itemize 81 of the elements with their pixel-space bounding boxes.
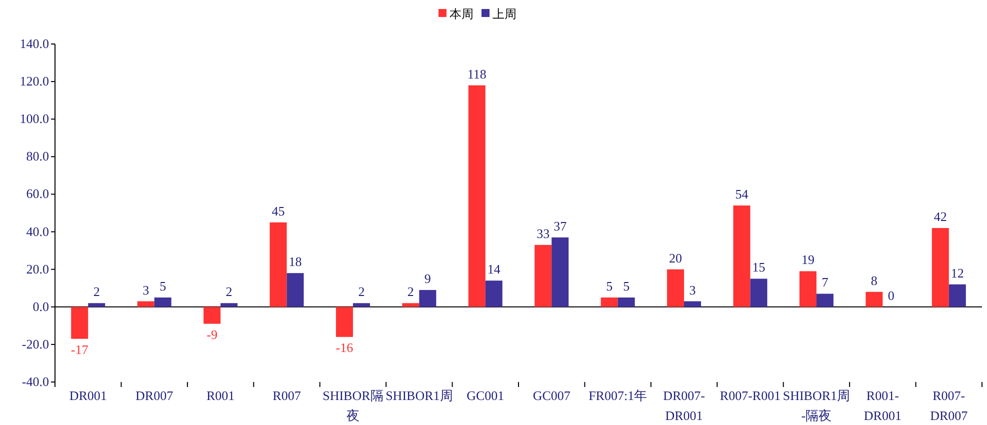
data-label: 118 — [467, 66, 486, 82]
data-label: 2 — [358, 284, 365, 300]
data-label: 5 — [623, 278, 630, 294]
y-tick-label: 40.0 — [26, 224, 49, 239]
y-tick-label: -20.0 — [22, 336, 49, 352]
bar — [286, 273, 304, 307]
data-label: 3 — [689, 282, 696, 298]
y-tick-label: 0.0 — [32, 298, 49, 314]
bar — [667, 269, 684, 307]
data-label: 15 — [752, 260, 766, 275]
data-label: 54 — [735, 186, 749, 202]
x-tick-label: DR007-DR001 — [663, 388, 705, 423]
bar — [352, 303, 370, 307]
bar — [618, 298, 635, 307]
x-tick-label: SHIBOR1周 — [386, 388, 453, 403]
data-label: 14 — [487, 262, 501, 277]
bar — [866, 292, 883, 307]
x-tick-label: FR007:1年 — [588, 388, 648, 403]
data-label: 18 — [288, 254, 302, 270]
data-label: 5 — [160, 278, 166, 294]
bar — [270, 222, 287, 307]
bar — [71, 306, 88, 339]
x-tick-label: GC007 — [532, 388, 571, 403]
bar — [220, 303, 238, 307]
x-tick-label: SHIBOR1周-隔夜 — [782, 388, 850, 423]
y-tick-label: 120.0 — [20, 74, 49, 89]
y-tick-label: 60.0 — [26, 186, 49, 202]
bar — [485, 280, 502, 307]
bar — [402, 303, 420, 307]
y-tick-label: -40.0 — [22, 374, 49, 389]
bar — [88, 303, 106, 307]
x-tick-label: R001 — [206, 388, 235, 403]
data-label: 9 — [424, 270, 431, 286]
data-label: 12 — [950, 265, 964, 280]
bar — [534, 244, 552, 307]
y-tick-label: 100.0 — [20, 111, 49, 126]
bar — [948, 284, 966, 307]
bar — [932, 228, 949, 307]
data-label: 7 — [822, 274, 829, 290]
x-tick-label: R007-DR007 — [930, 388, 968, 423]
data-label: 45 — [272, 203, 285, 218]
data-label: 2 — [407, 284, 414, 300]
bar — [733, 205, 750, 307]
data-label: -9 — [206, 326, 218, 342]
bar — [419, 290, 436, 307]
x-tick-label: R001-DR001 — [864, 388, 902, 423]
legend-label: 上周 — [492, 7, 516, 21]
data-label: 37 — [554, 218, 568, 234]
x-tick-label: R007-R001 — [720, 388, 781, 403]
y-tick-label: 80.0 — [26, 148, 49, 164]
data-label: 42 — [934, 209, 947, 224]
bar — [468, 85, 486, 307]
data-label: 19 — [801, 252, 814, 268]
x-tick-label: R007 — [272, 388, 302, 403]
x-tick-label: DR007 — [136, 388, 174, 403]
data-label: 3 — [142, 282, 150, 298]
legend-label: 本周 — [450, 7, 474, 21]
x-tick-label: DR001 — [69, 388, 107, 403]
data-label: 20 — [669, 250, 682, 266]
x-tick-label: GC001 — [466, 388, 504, 403]
data-label: 2 — [226, 284, 232, 300]
data-label: 8 — [870, 272, 878, 288]
bar — [750, 278, 768, 307]
data-label: 5 — [606, 278, 613, 294]
bar — [336, 306, 353, 337]
bar — [684, 301, 702, 307]
x-tick-label: SHIBOR隔夜 — [322, 388, 384, 423]
data-label: -16 — [336, 340, 354, 355]
y-tick-label: 20.0 — [26, 261, 49, 276]
bar — [552, 237, 569, 307]
data-label: 2 — [93, 284, 100, 300]
y-tick-label: 140.0 — [20, 36, 49, 51]
bar — [600, 298, 618, 307]
bar — [154, 298, 172, 307]
data-label: 33 — [536, 226, 550, 241]
data-label: 0 — [888, 288, 894, 303]
bar — [204, 306, 221, 324]
bar — [816, 294, 834, 307]
data-label: -17 — [70, 342, 89, 357]
bar — [799, 271, 816, 307]
bar — [137, 301, 154, 307]
